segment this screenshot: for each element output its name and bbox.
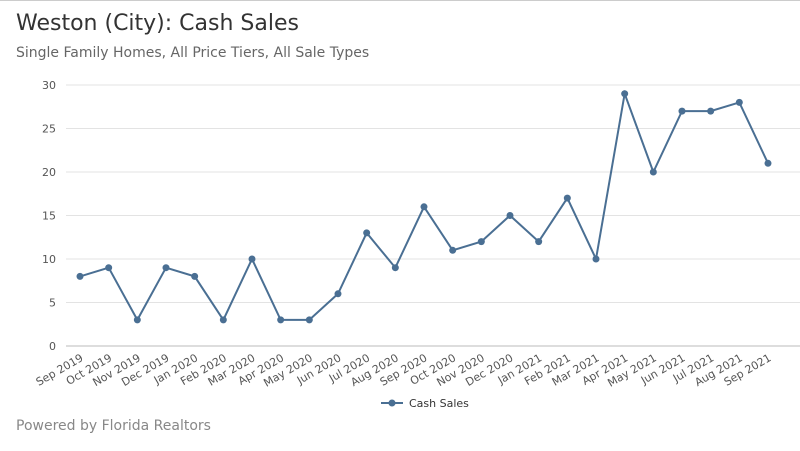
y-tick-label: 30 (42, 79, 56, 92)
data-point (363, 229, 371, 237)
data-point (535, 238, 543, 246)
data-point (105, 264, 113, 272)
data-point (563, 194, 571, 202)
y-tick-label: 5 (49, 297, 56, 310)
data-point (678, 107, 686, 115)
y-tick-label: 10 (42, 253, 56, 266)
data-point (477, 238, 485, 246)
data-point (592, 255, 600, 263)
y-tick-label: 20 (42, 166, 56, 179)
data-point (76, 272, 84, 280)
legend-marker (388, 399, 396, 407)
y-tick-label: 0 (49, 340, 56, 353)
data-point (420, 203, 428, 211)
y-tick-label: 25 (42, 123, 56, 136)
data-point (191, 272, 199, 280)
data-point (277, 316, 285, 324)
data-point (391, 264, 399, 272)
chart-subtitle: Single Family Homes, All Price Tiers, Al… (16, 45, 370, 61)
data-point (305, 316, 313, 324)
chart-title: Weston (City): Cash Sales (16, 11, 299, 36)
data-point (248, 255, 256, 263)
data-point (334, 290, 342, 298)
data-point (162, 264, 170, 272)
data-point (219, 316, 227, 324)
data-point (649, 168, 657, 176)
data-point (764, 159, 772, 167)
footer-credit[interactable]: Powered by Florida Realtors (16, 418, 211, 434)
data-point (735, 98, 743, 106)
data-point (621, 90, 629, 98)
data-point (449, 246, 457, 254)
data-point (506, 212, 514, 219)
legend-label: Cash Sales (409, 397, 469, 410)
data-point (133, 316, 141, 324)
y-tick-label: 15 (42, 210, 56, 223)
data-point (707, 107, 715, 115)
